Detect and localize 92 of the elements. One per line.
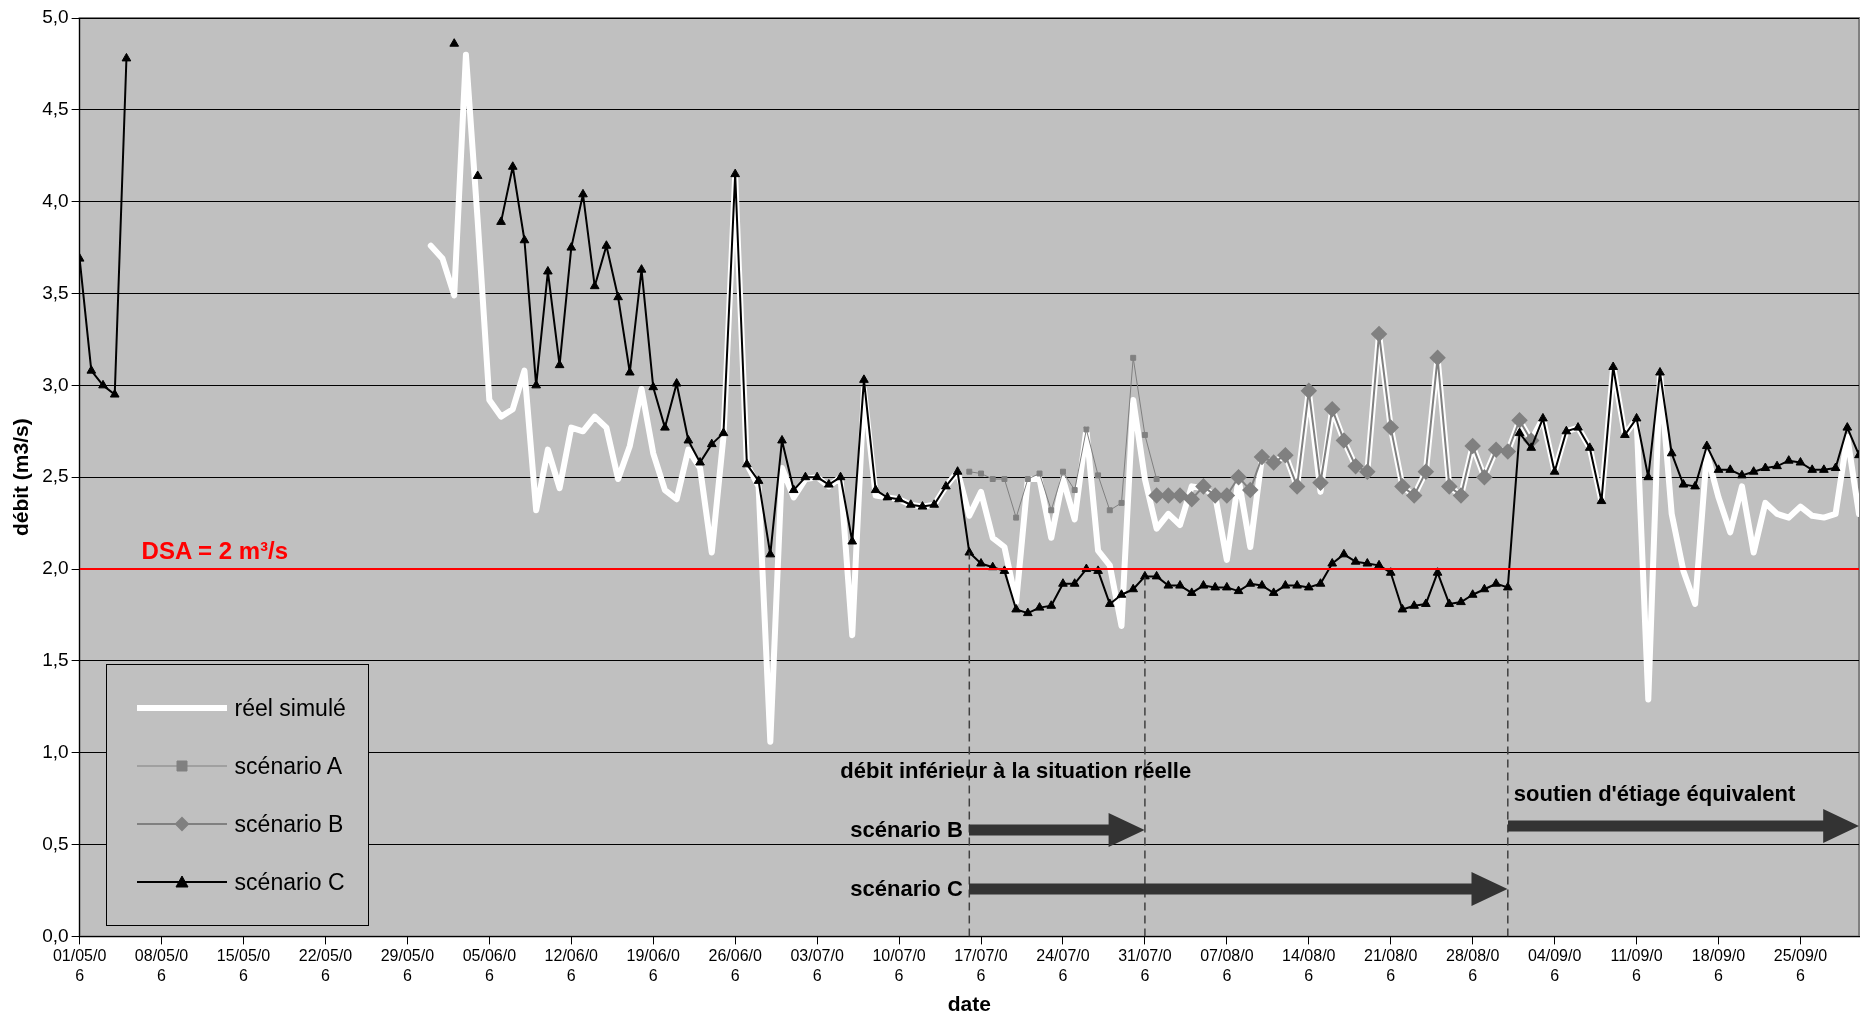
x-tick-label: 19/06/06 <box>626 947 681 984</box>
x-tick-label: 31/07/06 <box>1118 947 1172 984</box>
legend-label: scénario B <box>234 810 344 838</box>
point <box>1172 487 1188 504</box>
x-tick-label: 17/07/06 <box>954 947 1008 984</box>
point <box>1488 441 1504 458</box>
point <box>1406 487 1422 504</box>
point <box>1301 383 1317 399</box>
legend-label: scénario C <box>234 868 345 896</box>
point <box>1500 443 1516 460</box>
y-tick-label: 0,5 <box>42 832 69 854</box>
y-tick-label: 1,5 <box>42 649 69 671</box>
point <box>1183 491 1200 507</box>
point <box>1336 432 1352 449</box>
annotation: scénario B <box>850 816 963 842</box>
point <box>1036 470 1043 477</box>
x-tick-label: 22/05/06 <box>298 947 353 984</box>
point <box>1095 472 1102 479</box>
annotation: scénario C <box>850 875 963 901</box>
point <box>1441 478 1458 495</box>
point <box>1324 401 1340 417</box>
point <box>1453 487 1469 504</box>
point <box>1418 463 1434 480</box>
annotation: soutien d'étiage équivalent <box>1513 781 1796 807</box>
point <box>1207 487 1223 504</box>
x-tick-label: 12/06/06 <box>544 947 599 984</box>
point <box>1141 431 1148 438</box>
ref-line-label: DSA = 2 m³/s <box>141 537 289 565</box>
point <box>1371 326 1387 342</box>
y-tick-label: 0,0 <box>42 924 69 946</box>
point <box>1024 476 1031 483</box>
x-tick-label: 04/09/06 <box>1527 947 1582 984</box>
point <box>1242 482 1259 498</box>
x-tick-label: 07/08/06 <box>1200 947 1254 984</box>
point <box>1153 476 1160 483</box>
point <box>1476 469 1493 485</box>
x-tick-label: 10/07/06 <box>872 947 926 984</box>
point <box>1130 354 1137 361</box>
point <box>1464 438 1481 454</box>
x-tick-label: 03/07/06 <box>790 947 844 984</box>
point <box>1277 447 1294 463</box>
point <box>1148 487 1165 504</box>
y-tick-label: 1,0 <box>42 740 69 762</box>
point <box>1118 499 1125 506</box>
y-tick-label: 3,0 <box>42 373 69 395</box>
point <box>966 468 973 475</box>
point <box>1265 454 1282 471</box>
point <box>1048 507 1055 514</box>
x-axis-title: date <box>947 992 991 1016</box>
point <box>1394 478 1411 495</box>
y-tick-label: 4,5 <box>42 98 69 120</box>
point <box>1106 507 1113 514</box>
x-tick-label: 11/09/06 <box>1610 947 1663 984</box>
x-tick-label: 29/05/06 <box>380 947 435 984</box>
point <box>1347 458 1364 474</box>
x-tick-label: 14/08/06 <box>1282 947 1336 984</box>
x-tick-label: 28/08/06 <box>1445 947 1500 984</box>
y-tick-label: 2,5 <box>42 465 69 487</box>
x-tick-label: 26/06/06 <box>708 947 762 984</box>
y-axis-title: débit (m3/s) <box>9 418 33 537</box>
x-tick-label: 18/09/06 <box>1691 947 1746 984</box>
legend-label: réel simulé <box>234 694 346 722</box>
point <box>1001 476 1008 483</box>
point <box>1013 514 1020 521</box>
x-tick-label: 21/08/06 <box>1364 947 1418 984</box>
x-tick-label: 24/07/06 <box>1036 947 1090 984</box>
point <box>1195 478 1212 495</box>
point <box>1511 412 1528 429</box>
point <box>1083 426 1090 433</box>
x-tick-label: 08/05/06 <box>134 947 189 984</box>
x-tick-label: 01/05/06 <box>52 947 107 984</box>
point <box>1359 463 1376 480</box>
y-tick-label: 2,0 <box>42 557 69 579</box>
x-tick-label: 05/06/06 <box>462 947 517 984</box>
point <box>1230 469 1247 485</box>
y-tick-label: 4,0 <box>42 189 69 211</box>
point <box>1382 419 1399 436</box>
point <box>1289 478 1305 495</box>
y-tick-label: 5,0 <box>42 6 69 28</box>
point <box>1312 474 1329 491</box>
point <box>1071 487 1078 494</box>
point <box>1219 487 1235 504</box>
annotation: débit inférieur à la situation réelle <box>840 757 1192 783</box>
point <box>978 470 984 477</box>
point <box>1059 468 1066 475</box>
point <box>1254 449 1270 465</box>
x-tick-label: 15/05/06 <box>216 947 271 984</box>
y-tick-label: 3,5 <box>42 281 69 303</box>
x-tick-label: 25/09/06 <box>1773 947 1828 984</box>
point <box>989 476 996 483</box>
point <box>1429 350 1446 366</box>
legend-label: scénario A <box>234 752 343 780</box>
